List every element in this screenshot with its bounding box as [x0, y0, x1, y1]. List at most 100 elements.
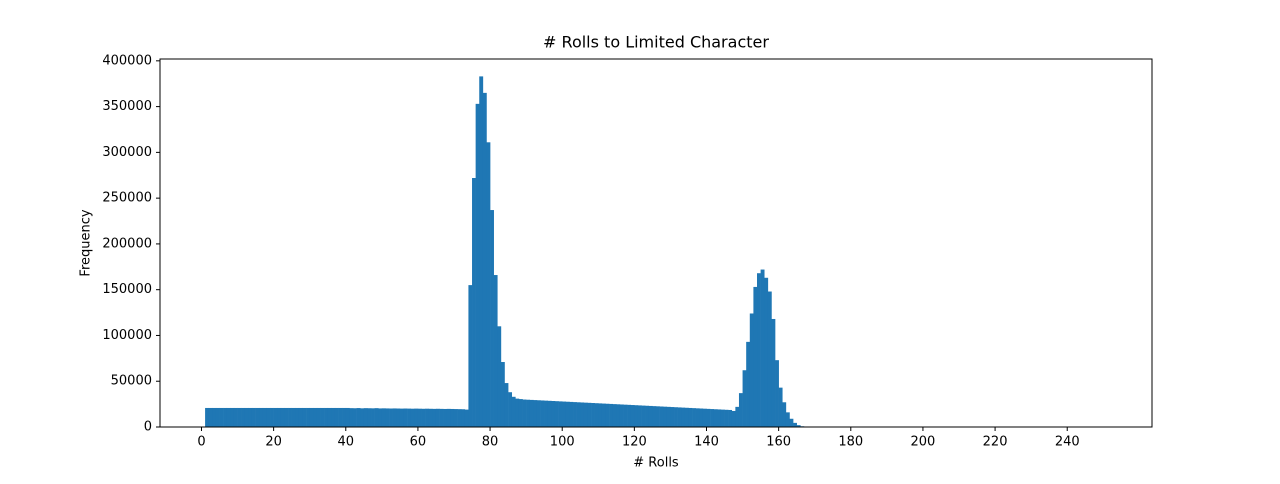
- bar: [541, 400, 545, 427]
- bar: [223, 408, 227, 427]
- bar: [504, 383, 508, 427]
- bar: [584, 403, 588, 427]
- bar: [331, 408, 335, 427]
- bar: [454, 409, 458, 427]
- bar: [310, 408, 314, 427]
- bar: [577, 402, 581, 427]
- y-tick-label: 200000: [102, 236, 152, 251]
- bar: [609, 404, 613, 427]
- bar: [205, 408, 209, 427]
- bar: [699, 409, 703, 427]
- bar: [670, 407, 674, 427]
- y-tick-label: 150000: [102, 282, 152, 297]
- bar: [245, 408, 249, 427]
- bar: [717, 409, 721, 427]
- bar: [335, 408, 339, 427]
- bar: [313, 408, 317, 427]
- bar: [418, 409, 422, 427]
- bar: [714, 409, 718, 427]
- bar: [411, 409, 415, 427]
- bar: [746, 342, 750, 427]
- x-tick-label: 0: [197, 435, 205, 450]
- bar: [346, 408, 350, 427]
- bar: [306, 408, 310, 427]
- bar: [533, 400, 537, 427]
- bar: [779, 388, 783, 427]
- bar: [393, 408, 397, 427]
- bar: [771, 319, 775, 427]
- bar: [739, 393, 743, 427]
- bar: [259, 408, 263, 427]
- bar: [735, 407, 739, 427]
- bar: [403, 409, 407, 427]
- bar: [624, 405, 628, 427]
- bar: [620, 404, 624, 427]
- bar: [234, 408, 238, 427]
- bar: [685, 408, 689, 427]
- bar: [710, 409, 714, 427]
- x-tick-label: 100: [550, 435, 575, 450]
- bar: [656, 406, 660, 427]
- bar: [443, 409, 447, 427]
- bar: [782, 402, 786, 427]
- bar: [479, 76, 483, 427]
- bar: [407, 409, 411, 427]
- bar: [425, 409, 429, 427]
- bar: [660, 406, 664, 427]
- bar: [371, 408, 375, 427]
- bar: [490, 210, 494, 427]
- bar: [667, 407, 671, 427]
- bar: [342, 408, 346, 427]
- bar: [678, 407, 682, 427]
- bar: [696, 408, 700, 427]
- bar: [299, 408, 303, 427]
- bar: [515, 399, 519, 427]
- bar: [768, 292, 772, 427]
- plot-frame: [160, 59, 1152, 427]
- bar: [483, 93, 487, 427]
- bar: [422, 409, 426, 427]
- x-tick-label: 120: [622, 435, 647, 450]
- bar: [559, 401, 563, 427]
- bar: [360, 408, 364, 427]
- x-tick-label: 20: [265, 435, 282, 450]
- bar: [414, 409, 418, 427]
- x-tick-label: 80: [482, 435, 499, 450]
- y-tick-label: 50000: [111, 374, 152, 389]
- bar: [508, 392, 512, 427]
- bar: [743, 370, 747, 427]
- x-tick-label: 220: [983, 435, 1008, 450]
- bar: [270, 408, 274, 427]
- bar: [378, 408, 382, 427]
- bar: [458, 409, 462, 427]
- bar: [530, 400, 534, 427]
- bar: [209, 408, 213, 427]
- bar: [707, 409, 711, 427]
- bar: [573, 402, 577, 427]
- bar: [652, 406, 656, 427]
- bar: [757, 273, 761, 427]
- bar: [486, 142, 490, 427]
- y-axis-label: Frequency: [79, 209, 94, 276]
- bar: [367, 408, 371, 427]
- bar: [476, 104, 480, 427]
- bar: [634, 405, 638, 427]
- bar: [537, 400, 541, 427]
- bar: [627, 405, 631, 427]
- y-tick-label: 100000: [102, 328, 152, 343]
- bar: [605, 404, 609, 427]
- bar: [212, 408, 216, 427]
- bar: [587, 403, 591, 427]
- y-tick-label: 400000: [102, 53, 152, 68]
- bar: [349, 408, 353, 427]
- bar: [519, 399, 523, 427]
- bar: [256, 408, 260, 427]
- bar: [284, 408, 288, 427]
- bar: [295, 408, 299, 427]
- bar: [649, 406, 653, 427]
- bar: [396, 409, 400, 427]
- x-tick-label: 140: [694, 435, 719, 450]
- bar: [465, 410, 469, 427]
- bar: [786, 412, 790, 427]
- bar: [432, 409, 436, 427]
